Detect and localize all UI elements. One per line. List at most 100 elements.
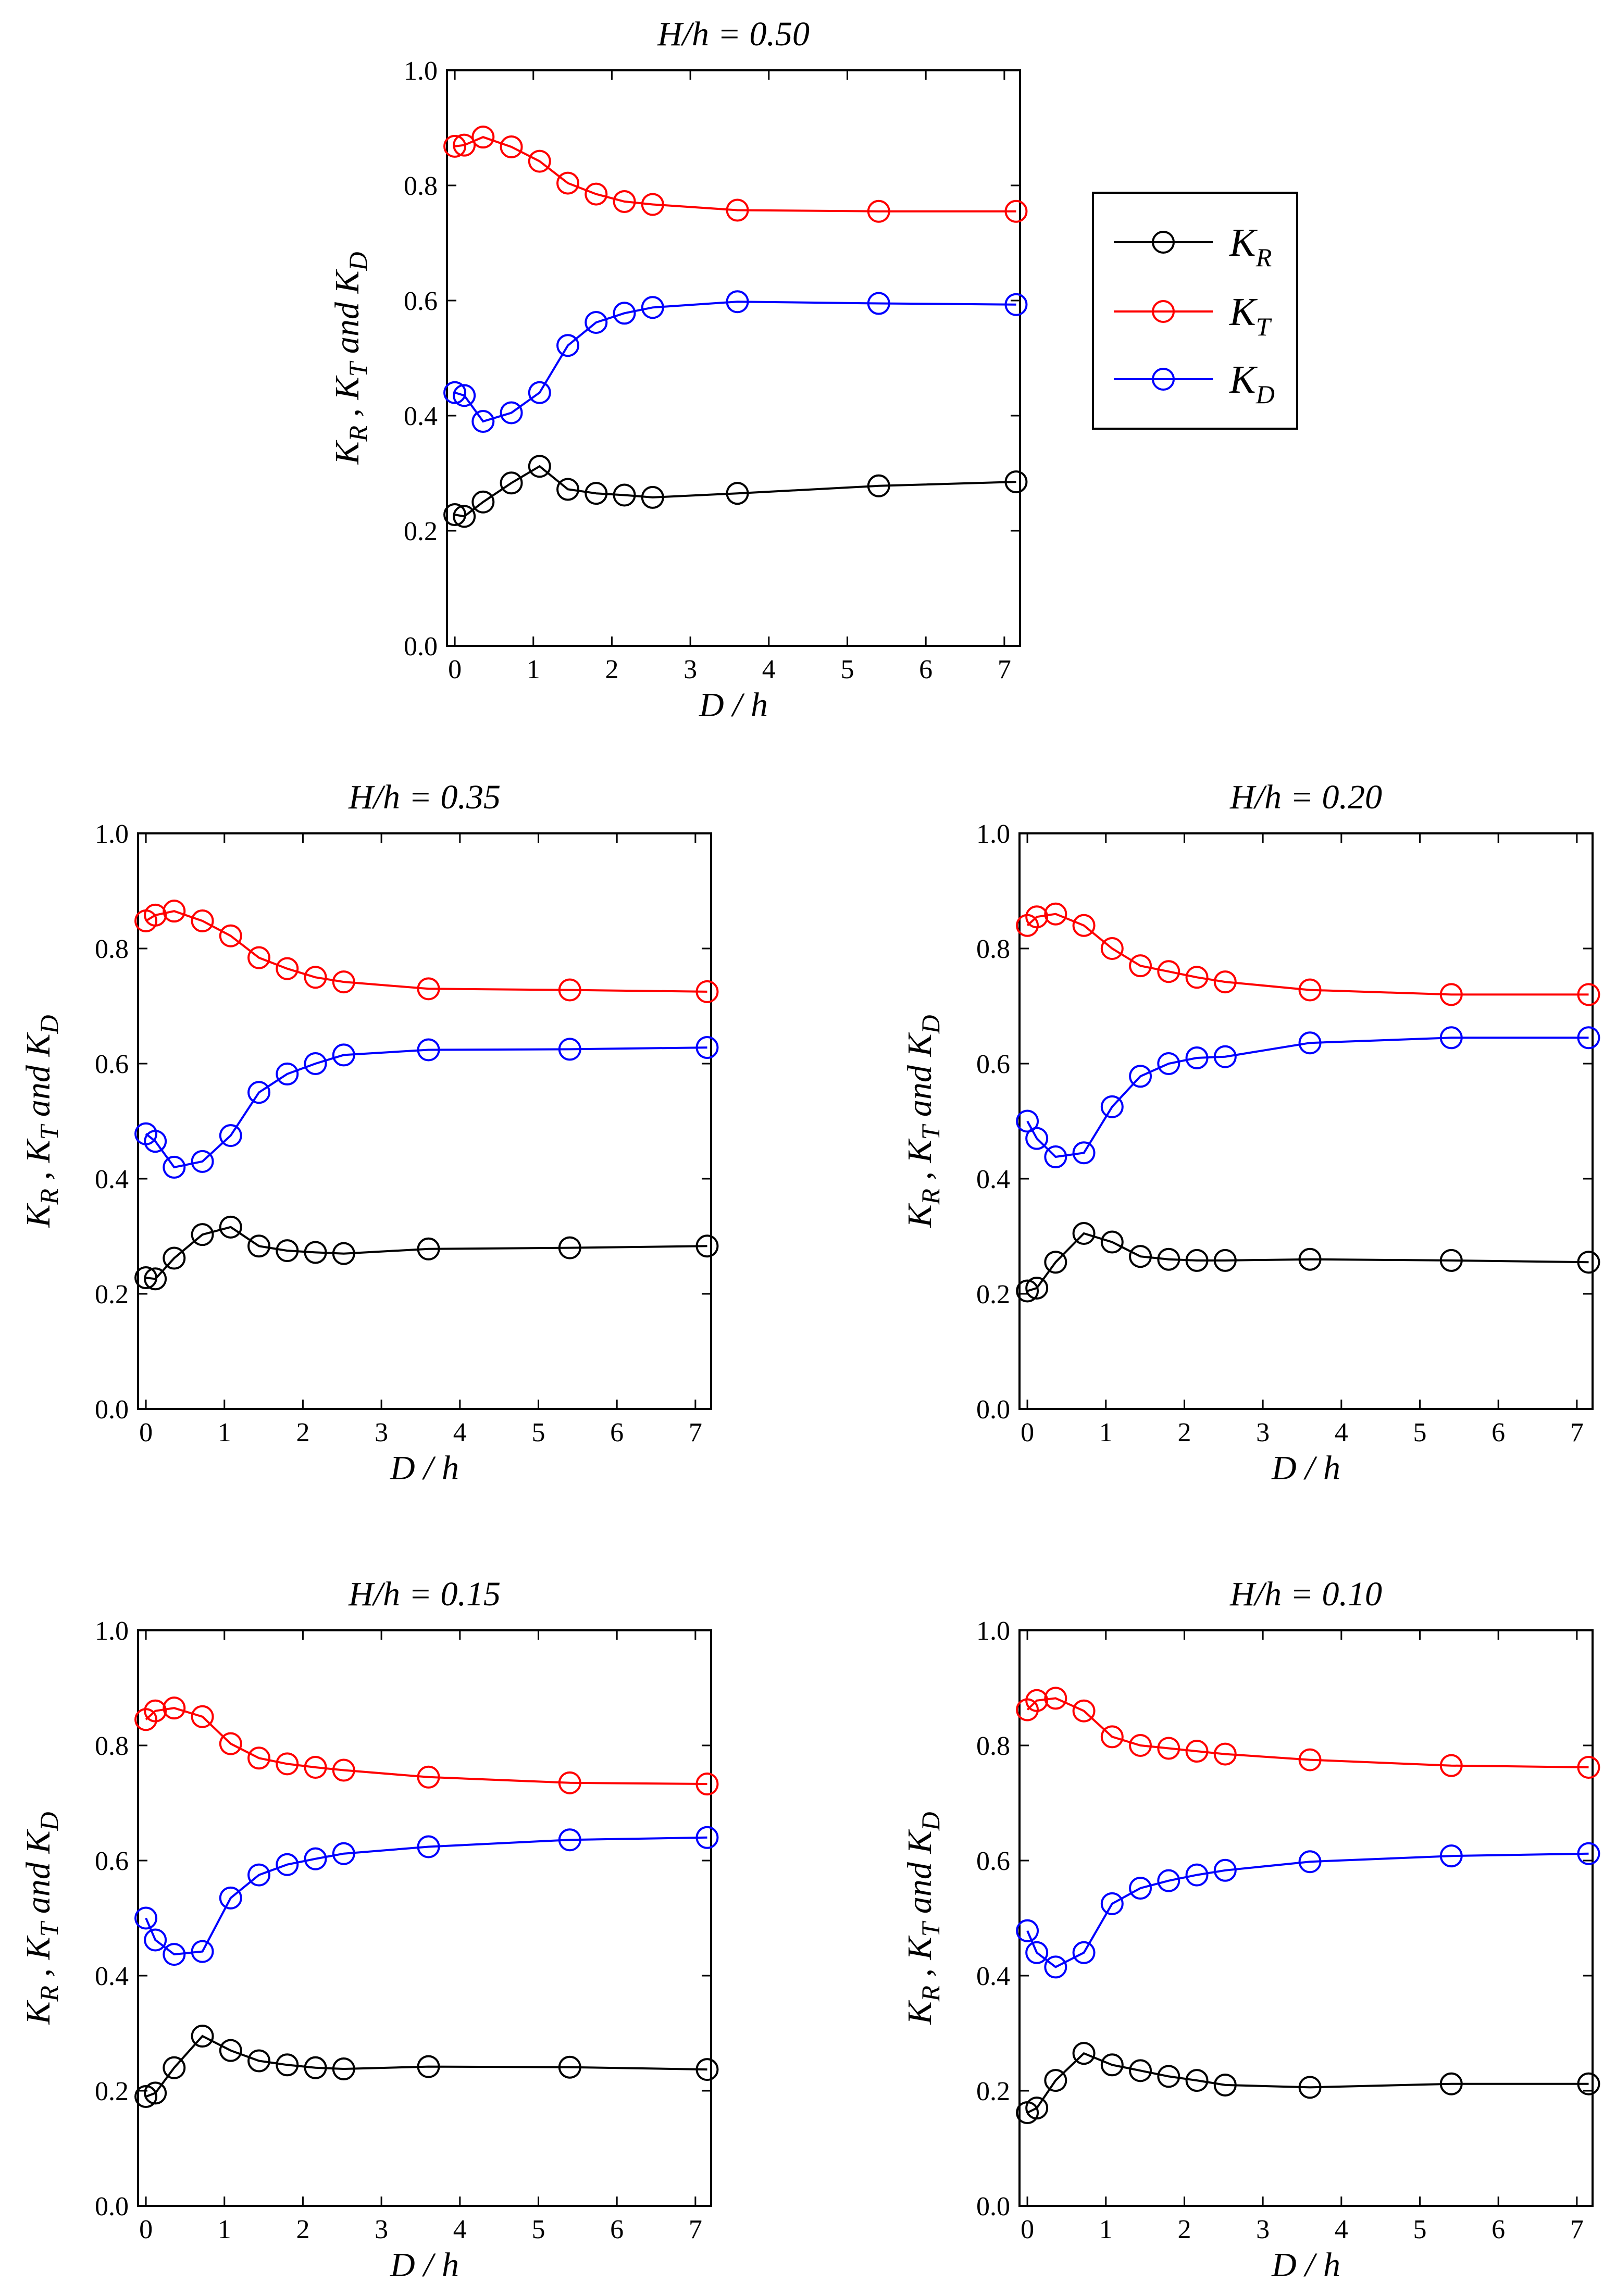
data-point-kd	[1213, 1858, 1237, 1882]
data-point-kr	[1298, 2076, 1322, 2099]
legend-marker-kt	[1152, 300, 1175, 323]
series-line-kt	[1026, 913, 1589, 996]
data-point-kt	[163, 1696, 186, 1720]
x-tick-label: 1	[1099, 2215, 1113, 2244]
x-tick-label: 2	[605, 655, 618, 684]
series-kd	[1016, 1026, 1600, 1169]
data-point-kd	[528, 381, 551, 404]
x-tick-label: 6	[1491, 1418, 1505, 1448]
data-point-kd	[1004, 293, 1028, 316]
data-point-kt	[276, 1752, 299, 1776]
y-tick-label: 0.6	[95, 1050, 129, 1079]
series-kt	[134, 1696, 719, 1796]
x-tick-label: 6	[610, 1418, 624, 1448]
data-point-kt	[304, 966, 327, 989]
x-tick-label: 7	[998, 655, 1011, 684]
panel-h-0-15: H/h = 0.15 0 1 2 3 4 5 6 7 0.0 0.2 0.4 0.6 0.8 1.0 D / …	[19, 1575, 719, 2284]
data-point-kt	[219, 1732, 242, 1755]
data-point-kr	[332, 1242, 355, 1265]
data-point-kd	[1044, 1955, 1067, 1979]
data-point-kt	[1439, 983, 1463, 1006]
x-tick-label: 3	[1256, 1418, 1270, 1448]
panel-title: H/h = 0.15	[348, 1575, 501, 1613]
x-tick-label: 6	[1491, 2215, 1505, 2244]
data-point-kd	[1100, 1095, 1124, 1118]
data-point-kd	[1157, 1052, 1180, 1075]
series-kr	[134, 2025, 719, 2108]
data-point-kt	[1004, 199, 1028, 223]
data-point-kd	[1044, 1145, 1067, 1169]
y-tick-label: 0.2	[976, 1280, 1010, 1309]
series-line-kr	[145, 1226, 707, 1280]
data-point-kt	[1213, 1742, 1237, 1766]
data-point-kd	[1016, 1919, 1039, 1942]
data-point-kr	[219, 2039, 242, 2062]
data-point-kt	[556, 171, 580, 195]
data-point-kd	[1577, 1026, 1600, 1050]
y-tick-label: 0.6	[404, 286, 438, 316]
x-tick-label: 7	[1570, 1418, 1584, 1448]
data-point-kd	[1129, 1065, 1152, 1088]
data-point-kr	[1157, 2065, 1180, 2088]
y-tick-label: 0.8	[95, 1731, 129, 1761]
legend-marker-kd	[1152, 368, 1175, 391]
series-line-kd	[1026, 1852, 1589, 1968]
data-point-kt	[219, 924, 242, 947]
x-tick-label: 2	[1177, 1418, 1191, 1448]
data-point-kt	[144, 1699, 167, 1723]
x-tick-label: 5	[840, 655, 854, 684]
data-point-kt	[695, 1773, 719, 1796]
data-point-kr	[1439, 2072, 1463, 2095]
data-point-kd	[1298, 1031, 1322, 1055]
data-point-kr	[304, 1241, 327, 1264]
plot-frame	[446, 69, 1021, 647]
data-point-kd	[1577, 1842, 1600, 1865]
data-point-kr	[247, 2049, 271, 2073]
data-point-kr	[332, 2057, 355, 2081]
x-tick-label: 3	[683, 655, 697, 684]
data-point-kd	[219, 1124, 242, 1147]
data-point-kd	[191, 1150, 214, 1173]
data-point-kt	[304, 1755, 327, 1779]
data-point-kr	[558, 1236, 581, 1259]
data-point-kt	[1072, 1699, 1096, 1723]
data-point-kt	[1129, 1734, 1152, 1757]
y-tick-label: 0.0	[95, 1395, 129, 1425]
data-point-kd	[558, 1828, 581, 1852]
data-point-kt	[1577, 1755, 1600, 1779]
series-line-kt	[454, 136, 1016, 213]
panel-h-0-10: H/h = 0.10 0 1 2 3 4 5 6 7 0.0 0.2 0.4 0.6 0.8 1.0 D / …	[901, 1575, 1600, 2284]
legend-marker-kr	[1152, 231, 1175, 254]
data-point-kr	[191, 1223, 214, 1246]
plot-frame	[137, 832, 712, 1410]
data-point-kt	[191, 1705, 214, 1728]
x-axis-label: D / h	[699, 686, 768, 724]
data-point-kd	[1185, 1046, 1209, 1069]
legend-label-kt: KT	[1229, 290, 1272, 341]
data-point-kr	[144, 1267, 167, 1291]
y-tick-label: 1.0	[976, 819, 1010, 849]
series-kt	[1016, 902, 1600, 1006]
data-point-kt	[1044, 1687, 1067, 1710]
panel-h-0-20: H/h = 0.20 0 1 2 3 4 5 6 7 0.0 0.2 0.4 0.6 0.8 1.0 D / …	[901, 778, 1600, 1487]
data-point-kd	[453, 384, 476, 407]
data-point-kt	[453, 133, 476, 157]
data-point-kr	[528, 455, 551, 478]
data-point-kr	[1213, 2073, 1237, 2097]
data-point-kd	[585, 310, 608, 334]
data-point-kt	[247, 946, 271, 969]
legend-label-kr: KR	[1229, 221, 1272, 272]
y-tick-label: 0.0	[976, 2192, 1010, 2222]
data-point-kt	[641, 193, 664, 216]
series-line-kt	[145, 1707, 707, 1785]
data-point-kt	[1298, 1748, 1322, 1771]
data-point-kr	[276, 1239, 299, 1263]
x-tick-label: 6	[919, 655, 933, 684]
data-point-kt	[1213, 970, 1237, 994]
data-point-kd	[641, 296, 664, 319]
data-point-kd	[219, 1886, 242, 1910]
data-point-kr	[144, 2081, 167, 2105]
series-kt	[134, 900, 719, 1003]
x-axis-label: D / h	[1271, 1449, 1340, 1487]
